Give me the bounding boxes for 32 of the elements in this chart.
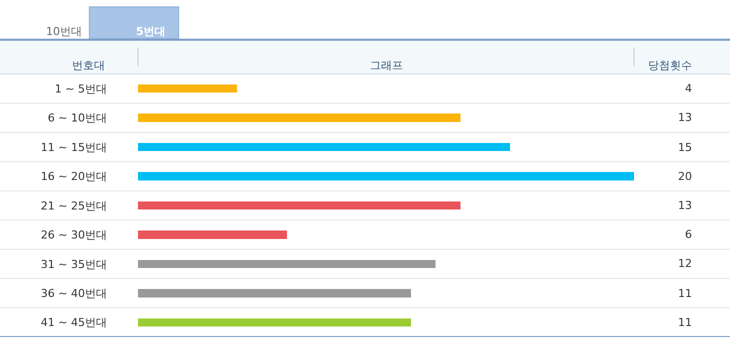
data-label: 11 <box>678 287 692 300</box>
bar <box>138 172 634 180</box>
data-label: 13 <box>678 199 692 212</box>
y-tick-label: 6 ~ 10번대 <box>48 112 107 125</box>
data-label: 6 <box>685 228 692 241</box>
y-tick-label: 31 ~ 35번대 <box>40 258 107 271</box>
y-tick-label: 16 ~ 20번대 <box>40 170 107 184</box>
bar <box>138 230 287 239</box>
y-tick-label: 11 ~ 15번대 <box>40 140 107 154</box>
y-tick-label: 21 ~ 25번대 <box>40 199 107 212</box>
bar <box>138 260 436 268</box>
bar <box>138 318 411 326</box>
y-tick-label: 36 ~ 40번대 <box>40 287 107 300</box>
bar <box>138 289 411 298</box>
data-label: 12 <box>678 257 692 270</box>
y-tick-label: 1 ~ 5번대 <box>54 82 107 96</box>
text: 당첨횟수 <box>648 59 692 72</box>
y-tick-label: 41 ~ 45번대 <box>40 316 107 330</box>
y-axis-title: 번호대 <box>72 59 105 72</box>
bar <box>138 201 460 210</box>
data-label: 11 <box>678 316 692 329</box>
y-tick-label: 26 ~ 30번대 <box>40 228 107 242</box>
bar <box>138 114 460 122</box>
x-axis-title: 그래프 <box>370 59 403 72</box>
data-label: 20 <box>678 170 692 183</box>
data-label: 13 <box>678 111 692 124</box>
text: 10번대 <box>46 25 82 38</box>
data-label: 4 <box>685 82 692 95</box>
bar <box>138 142 510 152</box>
bar <box>138 84 238 93</box>
text: 5번대 <box>136 25 166 38</box>
data-label: 15 <box>678 141 692 154</box>
